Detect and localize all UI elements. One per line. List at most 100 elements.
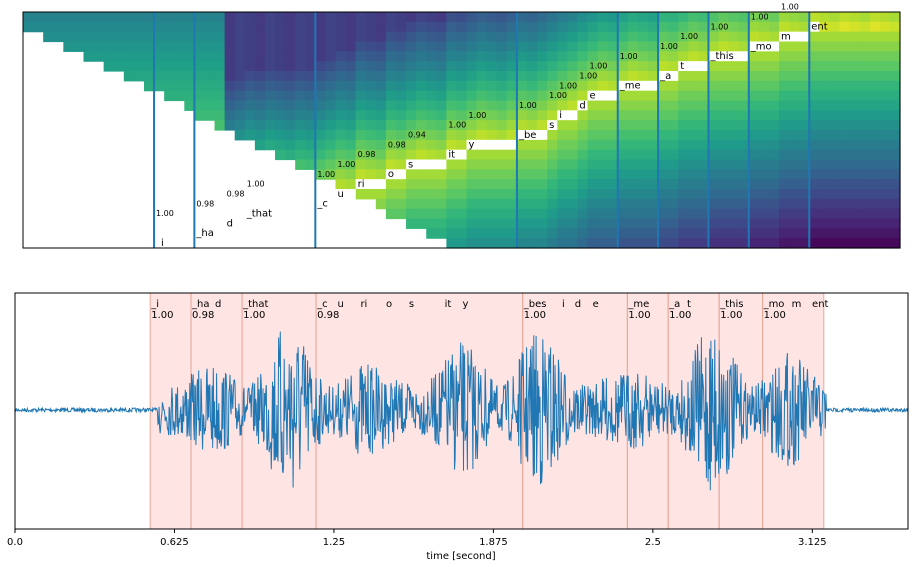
x-tick-label: 3.125 [798,537,827,548]
alignment-cell [224,218,245,229]
token-label: s [408,159,413,170]
segment-label: _that [242,299,268,310]
token-score: 0.94 [408,131,426,140]
token-score: 1.00 [337,160,355,169]
token-score: 1.00 [448,121,466,130]
segment-label: ri [360,299,367,310]
alignment-cell [678,61,709,71]
segment-label: _ha [191,299,209,310]
token-score: 1.00 [559,81,577,90]
segment-label: y [463,299,469,310]
token-label: _this [709,51,733,62]
token-score: 1.00 [781,3,799,12]
token-score: 1.00 [156,209,174,218]
alignment-cell [658,71,679,81]
x-tick-label: 0.0 [7,537,23,548]
token-label: i [559,110,562,121]
token-label: d [227,218,233,229]
alignment-cell [335,189,356,199]
token-score: 0.98 [358,150,376,159]
x-tick-label: 0.625 [160,537,189,548]
segment-label: _mo [763,299,785,310]
segment-label: _me [627,299,649,310]
segment-label: m [792,299,802,310]
token-score: 0.98 [227,190,245,199]
segment-label: i [562,299,565,310]
word-segment [149,292,192,530]
token-label: _c [316,199,328,210]
segment-score: 1.00 [151,310,173,321]
token-score: 1.00 [317,170,335,179]
alignment-cell [516,130,548,140]
token-score: 1.00 [579,72,597,81]
token-score: 1.00 [519,101,537,110]
segment-score: 1.00 [764,310,786,321]
segment-label: ent [812,299,828,310]
x-tick-label: 2.5 [645,537,661,548]
segment-label: _bes [523,299,547,310]
x-tick-label: 1.875 [479,537,508,548]
token-score: 1.00 [811,0,829,2]
alignment-cell [315,198,336,209]
alignment-cell [557,110,578,121]
token-label: ri [358,179,365,190]
token-label: e [590,91,596,102]
x-tick-label: 1.25 [323,537,345,548]
segment-label: _a [668,299,680,310]
segment-label: _this [719,299,743,310]
segment-label: s [409,299,414,310]
segment-label: e [593,299,599,310]
token-score: 1.00 [751,13,769,22]
waveform-trace [14,331,909,491]
token-label: _that [246,209,272,220]
x-axis-label: time [second] [426,551,495,562]
token-score: 1.00 [590,62,608,71]
token-score: 0.98 [196,199,214,208]
alignment-cell [466,139,517,150]
token-label: _i [155,238,164,249]
token-label: _me [619,81,641,92]
emission-heatmap: _i 1.00 _ha 0.98 d 0.98 _that 1.00 _c 1.00 u 1.00 ri… [22,0,901,249]
alignment-cell [547,120,558,130]
alignment-cell [154,238,195,248]
token-score: 1.00 [680,32,698,41]
token-label: d [579,100,585,111]
segment-score: 1.00 [628,310,650,321]
alignment-cell [617,80,659,91]
segment-label: d [575,299,581,310]
token-label: _ha [195,228,213,239]
token-score: 1.00 [549,91,567,100]
segment-label: t [687,299,691,310]
alignment-cell [244,208,316,219]
segment-label: u [337,299,343,310]
alignment-cell [708,51,749,62]
token-label: t [680,61,684,72]
heatmap-frame [22,11,901,249]
waveform-frame [14,292,909,530]
token-label: o [388,169,394,180]
token-label: s [549,120,554,131]
token-label: it [448,150,455,161]
alignment-cell [779,31,810,42]
segment-score: 1.00 [524,310,546,321]
token-score: 1.00 [620,52,638,61]
token-score: 1.00 [247,180,265,189]
token-label: _a [659,71,671,82]
token-label: u [337,189,343,200]
alignment-cell [406,159,447,170]
segment-label: it [445,299,452,310]
alignment-cell [194,228,225,239]
segment-label: d [215,299,221,310]
alignment-cell [809,21,820,32]
segment-label: o [386,299,392,310]
alignment-cell [748,41,780,52]
alignment-cell [446,149,467,160]
segment-score: 1.00 [243,310,265,321]
token-label: _mo [750,41,772,52]
token-label: ent [811,22,827,33]
alignment-cell [587,90,618,101]
token-label: m [781,32,791,43]
alignment-cell [355,179,386,189]
segment-score: 0.98 [317,310,339,321]
